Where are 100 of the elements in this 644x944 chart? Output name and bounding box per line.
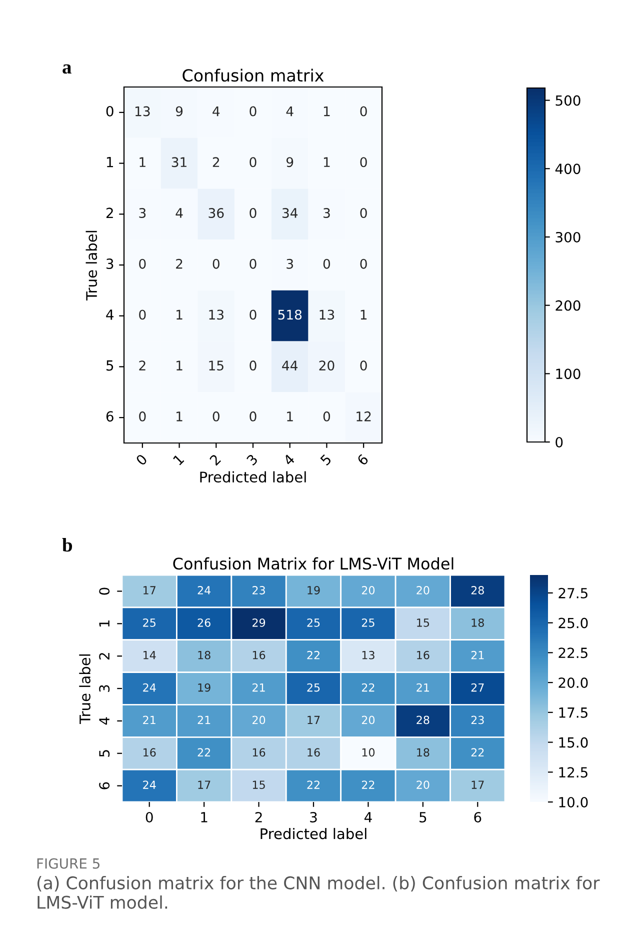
data-label: 17 (308, 716, 320, 724)
color-bar-label: 500 (556, 95, 580, 106)
data-label: 22 (307, 780, 320, 789)
data-label: 17 (144, 586, 156, 594)
text: b (62, 538, 72, 552)
data-label: 12 (356, 411, 371, 422)
data-label: 16 (252, 650, 266, 660)
data-label: 9 (286, 157, 294, 168)
y-axis-title: True label (79, 654, 90, 724)
data-label: 16 (308, 748, 320, 757)
data-label: 0 (250, 258, 256, 269)
data-label: 9 (176, 106, 183, 116)
data-label: 0 (212, 411, 220, 422)
data-label: 4 (176, 208, 183, 218)
data-label: 13 (320, 310, 334, 320)
data-label: 4 (286, 106, 294, 116)
data-label: 20 (362, 716, 375, 724)
data-label: 13 (209, 310, 224, 320)
color-bar-label: 0 (556, 436, 563, 448)
y-tick-label: 2 (106, 208, 113, 218)
x-tick-label: 6 (474, 812, 482, 822)
x-tick-label: 2 (209, 454, 221, 466)
data-label: 1 (324, 157, 330, 167)
data-label: 0 (323, 411, 330, 422)
data-label: 0 (360, 208, 367, 218)
data-label: 28 (416, 716, 430, 724)
data-label: 22 (471, 748, 484, 756)
x-tick-label: 5 (420, 812, 426, 822)
data-label: 16 (417, 650, 430, 660)
color-bar-label: 22.5 (558, 648, 588, 658)
data-label: 0 (360, 157, 367, 168)
data-label: 19 (198, 683, 210, 692)
chart-title: Confusion matrix (182, 68, 324, 82)
data-label: 0 (139, 411, 146, 422)
x-tick-label: 0 (146, 812, 153, 822)
chart-title: Confusion Matrix for LMS-ViT Model (173, 557, 454, 570)
data-label: 20 (252, 716, 266, 724)
data-label: 1 (324, 106, 330, 116)
data-label: 25 (362, 618, 374, 627)
data-label: 26 (198, 618, 210, 627)
data-label: 18 (198, 650, 210, 660)
data-label: 18 (417, 748, 430, 757)
y-tick-label: 4 (106, 310, 114, 320)
y-tick-label: 3 (106, 258, 114, 270)
x-tick-label: 4 (364, 812, 372, 822)
data-label: 27 (471, 683, 484, 692)
data-label: 3 (324, 208, 330, 218)
data-label: 16 (144, 748, 156, 757)
y-tick-label: 4 (99, 717, 110, 725)
y-tick-label: 1 (106, 156, 113, 168)
data-label: 13 (362, 650, 374, 660)
data-label: 0 (360, 106, 367, 116)
color-bar-label: 200 (556, 300, 580, 311)
color-bar-label: 400 (555, 164, 580, 174)
data-label: 20 (362, 586, 375, 594)
data-label: 24 (143, 683, 156, 692)
data-label: 22 (362, 780, 374, 789)
y-tick-label: 0 (106, 106, 114, 116)
x-tick-label: 5 (320, 454, 332, 466)
y-tick-label: 6 (99, 782, 110, 790)
data-label: 25 (143, 618, 156, 627)
data-label: 17 (198, 780, 210, 789)
data-label: 0 (250, 360, 256, 371)
data-label: 19 (308, 586, 320, 594)
x-tick-label: 3 (246, 454, 258, 466)
data-label: 2 (139, 360, 146, 370)
data-label: 0 (250, 208, 256, 218)
data-label: 18 (472, 618, 484, 627)
caption: FIGURE 5 (37, 858, 100, 869)
x-tick-label: 1 (172, 454, 184, 466)
color-bar-label: 25.0 (558, 618, 588, 628)
data-label: 1 (176, 412, 182, 422)
data-label: 34 (282, 208, 298, 218)
data-label: 14 (144, 651, 156, 660)
data-label: 29 (252, 618, 266, 627)
data-label: 15 (417, 618, 430, 627)
y-tick-label: 2 (99, 653, 110, 660)
data-label: 20 (416, 780, 430, 790)
data-label: 0 (212, 258, 220, 269)
data-label: 20 (416, 586, 430, 594)
data-label: 10 (362, 748, 375, 757)
data-label: 21 (252, 683, 265, 692)
x-axis-title: Predicted label (200, 471, 306, 483)
data-label: 1 (360, 310, 367, 320)
data-label: 23 (252, 586, 265, 594)
color-bar-label: 20.0 (558, 677, 588, 688)
data-label: 24 (198, 586, 211, 594)
data-label: 3 (286, 258, 293, 269)
data-label: 0 (250, 310, 256, 320)
data-label: 2 (212, 157, 220, 167)
data-label: 16 (252, 748, 266, 757)
data-label: 0 (139, 310, 146, 320)
data-label: 22 (307, 650, 320, 660)
data-label: 31 (172, 157, 186, 168)
data-label: 20 (319, 360, 334, 371)
y-tick-label: 6 (106, 411, 114, 422)
color-bar-label: 15.0 (559, 737, 588, 748)
color-bar-label: 300 (556, 232, 580, 242)
data-label: 0 (250, 157, 256, 168)
data-label: 3 (139, 208, 146, 218)
